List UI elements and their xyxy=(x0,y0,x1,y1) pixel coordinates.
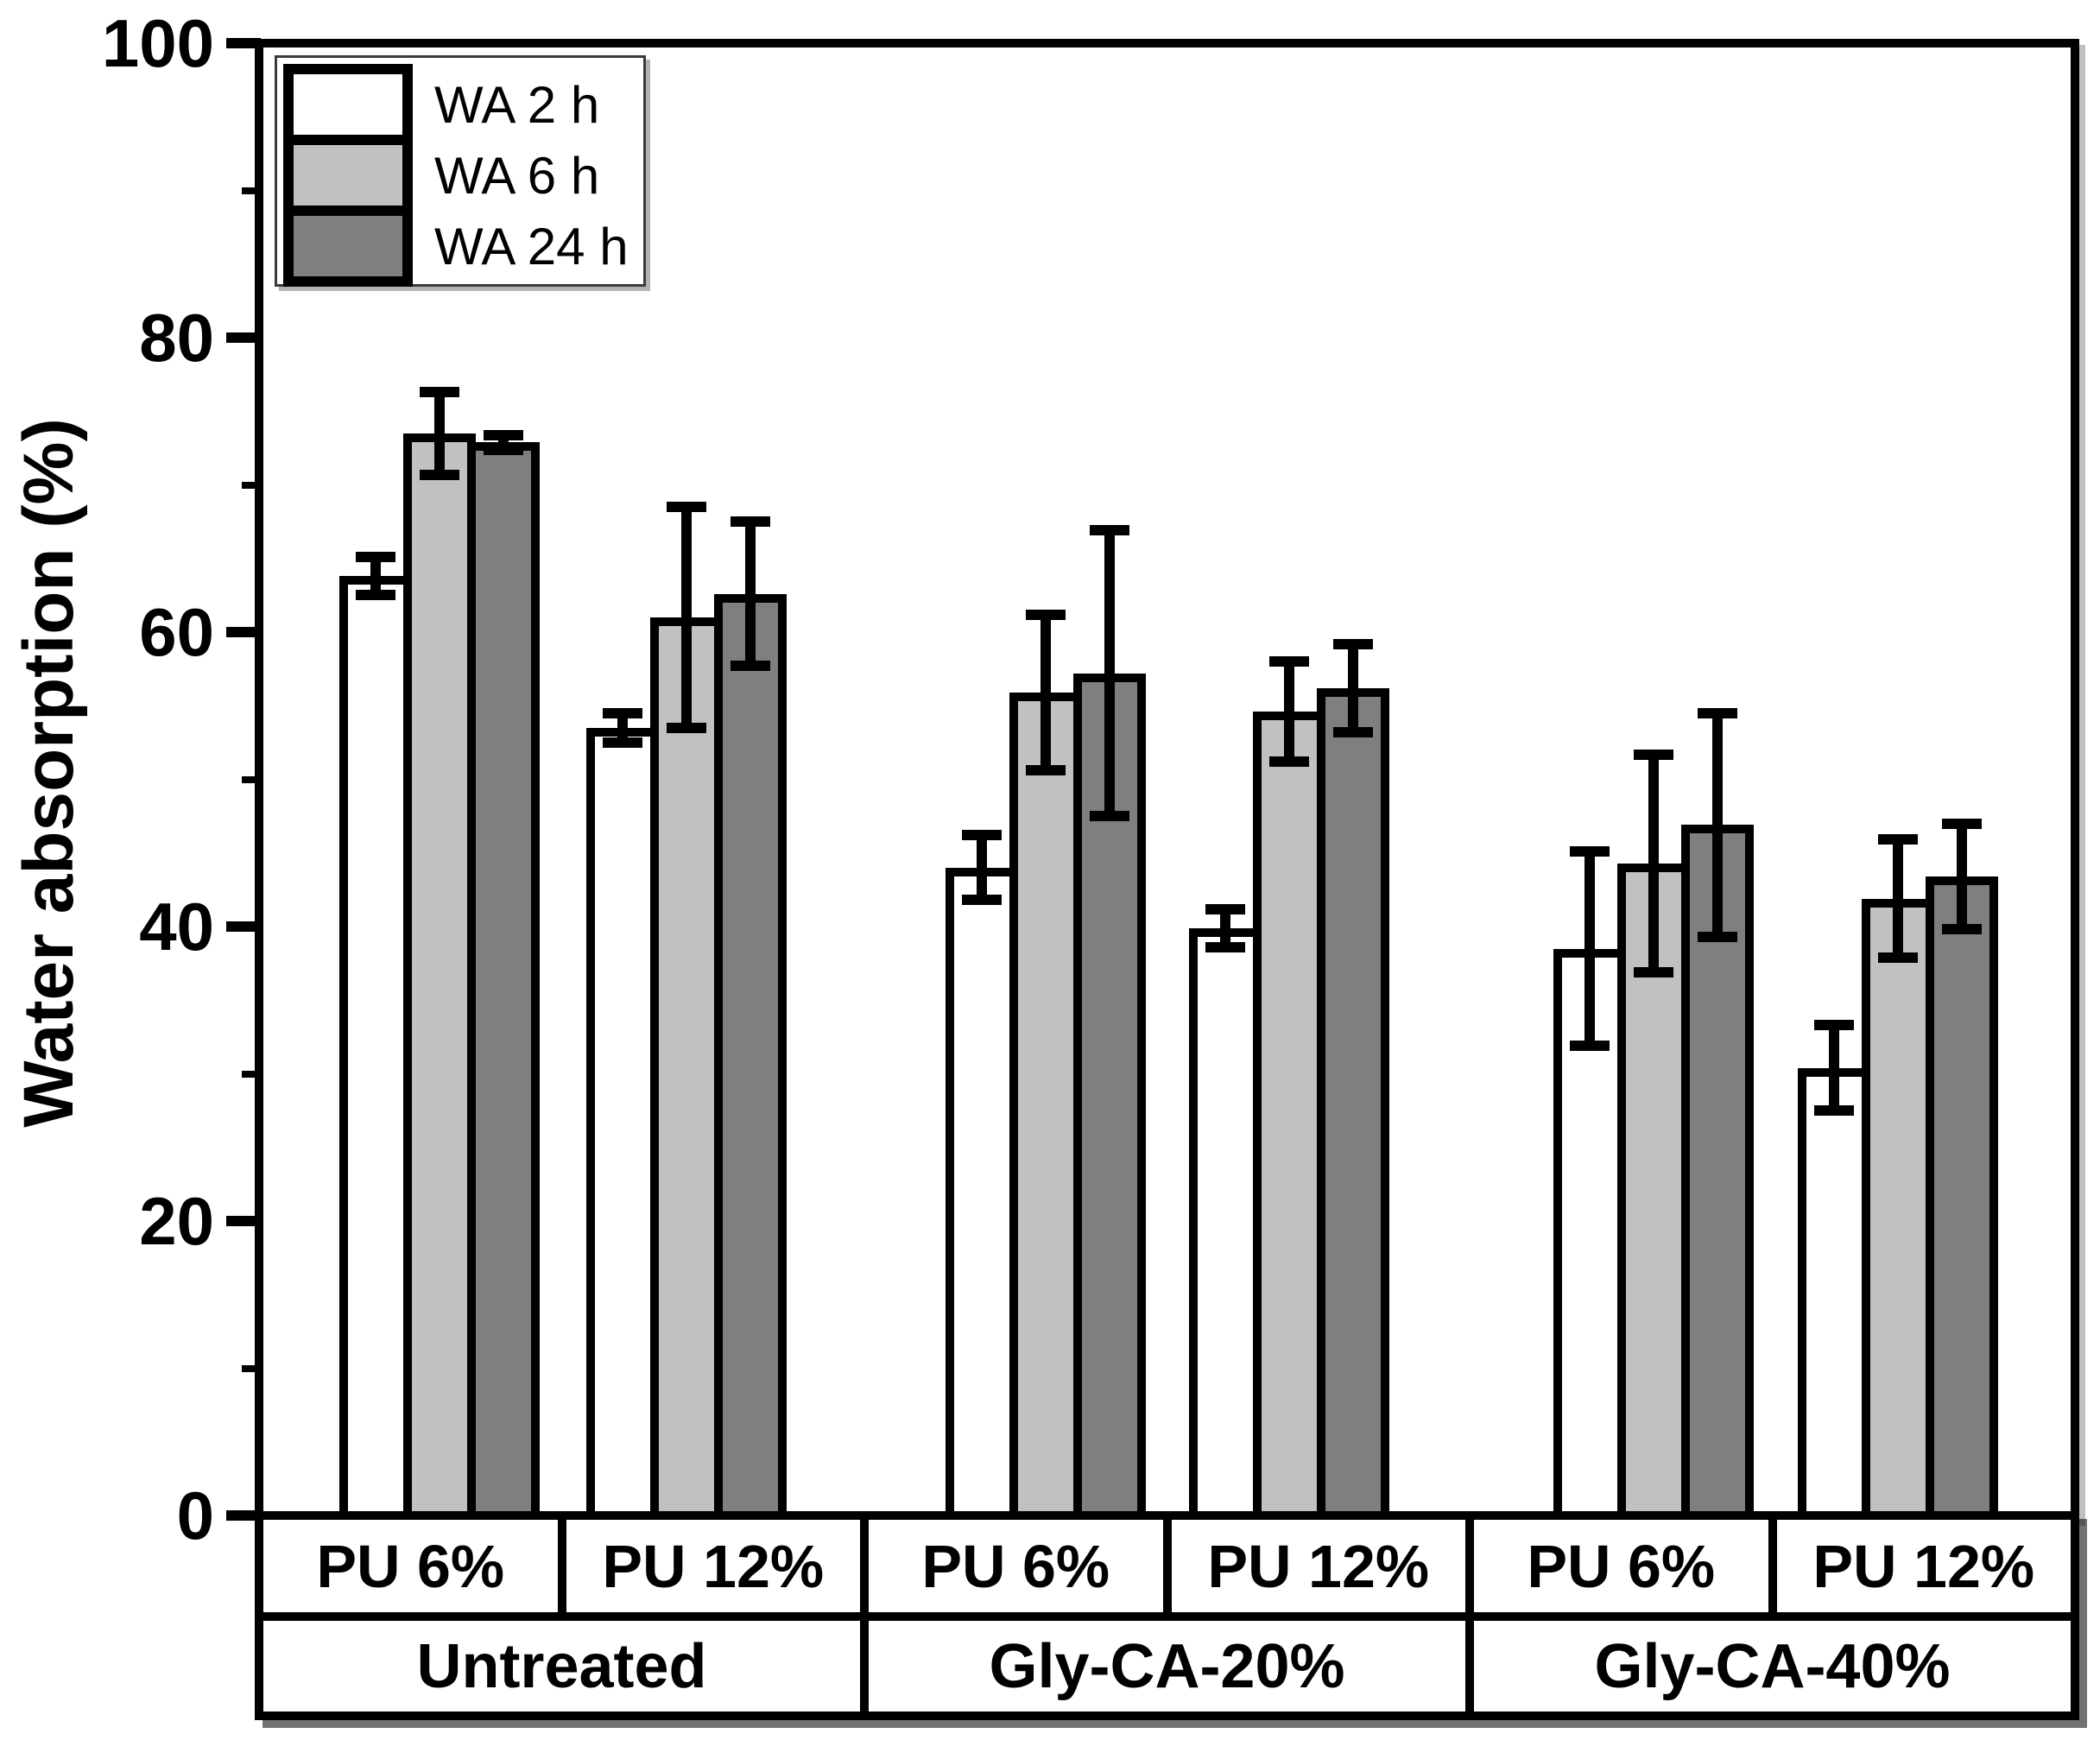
error-bar-cap-bottom xyxy=(1268,756,1309,768)
error-bar-cap-bottom xyxy=(1090,811,1130,822)
error-bar-cap-top xyxy=(1268,656,1309,668)
error-bar-cap-bottom xyxy=(484,444,524,455)
error-bar-cap-top xyxy=(1698,707,1738,718)
legend-label-wa6h: WA 6 h xyxy=(434,146,600,205)
y-major-tick xyxy=(226,38,261,48)
legend-swatch-wa6h xyxy=(283,135,413,216)
y-tick-label: 60 xyxy=(139,594,214,670)
error-bar-cap-top xyxy=(1570,846,1610,857)
y-minor-tick xyxy=(242,187,263,194)
error-bar-cap-top xyxy=(666,502,706,513)
error-bar-line xyxy=(1956,823,1967,930)
error-bar-cap-bottom xyxy=(1877,952,1918,963)
y-major-tick xyxy=(226,921,261,932)
error-bar-cap-top xyxy=(1877,834,1918,845)
error-bar-cap-bottom xyxy=(420,469,460,480)
error-bar-cap-top xyxy=(1205,903,1245,914)
error-bar-cap-bottom xyxy=(1205,941,1245,952)
y-tick-label: 100 xyxy=(101,5,214,81)
y-minor-tick xyxy=(242,1070,263,1078)
error-bar-cap-bottom xyxy=(1570,1041,1610,1052)
bar-wa-24-h xyxy=(1316,687,1389,1522)
error-bar-line xyxy=(1041,614,1052,771)
error-bar-cap-top xyxy=(420,387,460,398)
error-bar-cap-bottom xyxy=(666,722,706,733)
bar-wa-24-h xyxy=(467,442,541,1522)
error-bar-cap-bottom xyxy=(1813,1105,1854,1117)
error-bar-cap-top xyxy=(1090,525,1130,536)
bar-wa-2-h xyxy=(585,727,659,1522)
error-bar-cap-bottom xyxy=(356,590,396,601)
bar-wa-24-h xyxy=(713,593,787,1522)
table-cell-pu: PU 6% xyxy=(255,1511,566,1621)
error-bar-line xyxy=(1648,754,1660,972)
error-bar-line xyxy=(370,557,382,596)
legend-label-wa2h: WA 2 h xyxy=(434,75,600,134)
error-bar-line xyxy=(680,507,692,728)
error-bar-line xyxy=(1219,908,1230,947)
y-tick-label: 80 xyxy=(139,300,214,376)
error-bar-line xyxy=(1104,530,1116,817)
error-bar-cap-bottom xyxy=(1332,726,1373,737)
error-bar-line xyxy=(1828,1025,1839,1111)
table-cell-pu: PU 6% xyxy=(860,1511,1172,1621)
error-bar-line xyxy=(1584,851,1596,1047)
legend-swatch-wa2h xyxy=(283,64,413,145)
error-bar-cap-bottom xyxy=(1698,931,1738,942)
error-bar-cap-top xyxy=(602,707,642,718)
error-bar-line xyxy=(1712,712,1724,937)
error-bar-cap-top xyxy=(1941,818,1982,829)
y-major-tick xyxy=(226,627,261,637)
y-major-tick xyxy=(226,1510,261,1521)
error-bar-cap-bottom xyxy=(1026,765,1066,776)
error-bar-cap-top xyxy=(1026,609,1066,620)
error-bar-cap-bottom xyxy=(1941,924,1982,935)
error-bar-cap-top xyxy=(1634,749,1674,760)
error-bar-line xyxy=(434,392,446,475)
table-cell-treatment: Gly-CA-40% xyxy=(1465,1612,2079,1720)
error-bar-cap-bottom xyxy=(962,895,1003,906)
table-cell-pu: PU 6% xyxy=(1465,1511,1777,1621)
error-bar-cap-top xyxy=(1813,1020,1854,1031)
legend: WA 2 h WA 6 h WA 24 h xyxy=(275,55,646,287)
table-cell-treatment: Gly-CA-20% xyxy=(860,1612,1474,1720)
error-bar-line xyxy=(1347,643,1358,732)
error-bar-cap-top xyxy=(484,429,524,440)
error-bar-cap-top xyxy=(356,552,396,563)
error-bar-cap-bottom xyxy=(730,661,770,672)
legend-label-wa24h: WA 24 h xyxy=(434,217,629,275)
bar-wa-24-h xyxy=(1925,876,1998,1522)
error-bar-cap-bottom xyxy=(602,737,642,748)
error-bar-line xyxy=(977,835,988,901)
table-cell-pu: PU 12% xyxy=(1768,1511,2079,1621)
y-tick-label: 40 xyxy=(139,889,214,965)
y-minor-tick xyxy=(242,481,263,489)
y-tick-label: 0 xyxy=(176,1477,214,1553)
y-minor-tick xyxy=(242,775,263,783)
error-bar-cap-top xyxy=(962,830,1003,841)
table-cell-pu: PU 12% xyxy=(557,1511,869,1621)
y-minor-tick xyxy=(242,1364,263,1372)
y-major-tick xyxy=(226,332,261,343)
error-bar-line xyxy=(744,522,756,667)
table-cell-treatment: Untreated xyxy=(255,1612,869,1720)
error-bar-cap-bottom xyxy=(1634,966,1674,978)
y-major-tick xyxy=(226,1216,261,1226)
legend-swatch-wa24h xyxy=(283,206,413,287)
error-bar-cap-top xyxy=(730,516,770,528)
y-tick-label: 20 xyxy=(139,1183,214,1259)
error-bar-cap-top xyxy=(1332,638,1373,649)
table-cell-pu: PU 12% xyxy=(1162,1511,1474,1621)
error-bar-line xyxy=(1283,661,1294,762)
error-bar-line xyxy=(1892,839,1903,958)
error-bar-line xyxy=(617,712,628,743)
